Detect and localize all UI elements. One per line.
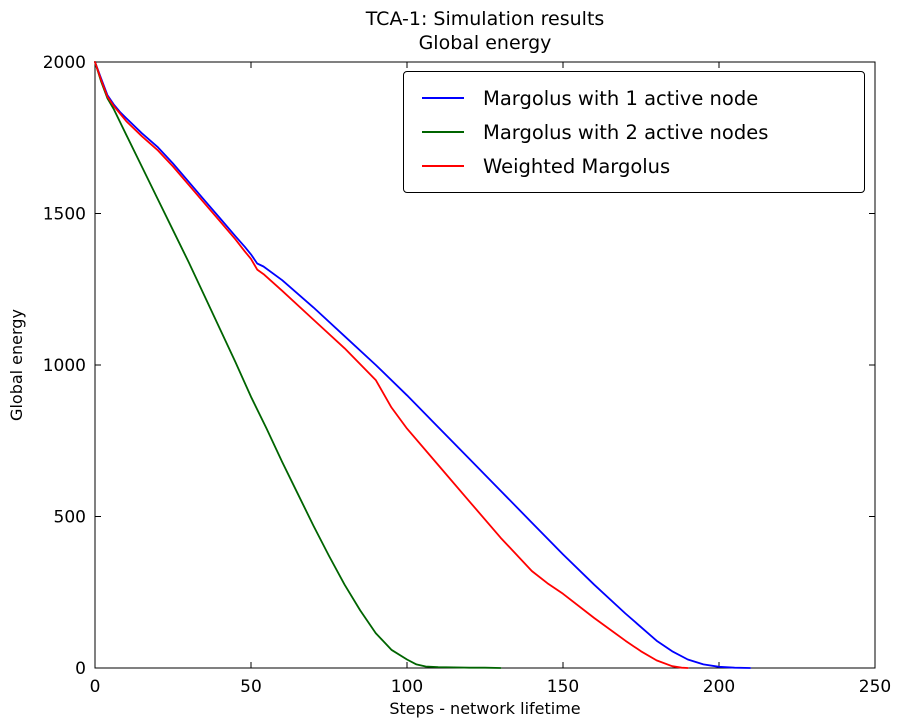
y-tick-label: 2000: [43, 53, 86, 73]
legend-line-swatch-blue: [422, 97, 464, 99]
x-tick-label: 100: [391, 677, 423, 697]
y-tick-label: 500: [54, 508, 86, 528]
x-tick-label: 200: [703, 677, 735, 697]
y-tick-label: 1000: [43, 356, 86, 376]
y-tick-label: 1500: [43, 205, 86, 225]
axis-ticks: 0 50 100 150 200 250 0 500 1000 1500 2000: [43, 53, 891, 697]
legend-label: Weighted Margolus: [483, 154, 671, 178]
x-tick-label: 50: [240, 677, 262, 697]
legend-line-swatch-red: [422, 165, 464, 167]
x-tick-label: 150: [547, 677, 579, 697]
chart-title: TCA-1: Simulation results: [365, 8, 605, 30]
legend-item: Margolus with 2 active nodes: [404, 115, 864, 149]
legend-label: Margolus with 1 active node: [483, 86, 759, 110]
y-tick-label: 0: [75, 659, 86, 679]
series-line-0: [94, 61, 752, 669]
series-lines: [94, 61, 752, 669]
legend-line-swatch-green: [422, 131, 464, 133]
legend-label: Margolus with 2 active nodes: [483, 120, 769, 144]
x-tick-label: 250: [859, 677, 891, 697]
x-tick-label: 0: [90, 677, 101, 697]
x-axis-label: Steps - network lifetime: [389, 699, 580, 718]
legend-item: Weighted Margolus: [404, 149, 864, 183]
series-line-1: [94, 61, 502, 669]
legend: Margolus with 1 active node Margolus wit…: [403, 71, 865, 193]
y-axis-label: Global energy: [7, 309, 26, 421]
legend-item: Margolus with 1 active node: [404, 81, 864, 115]
chart-subtitle: Global energy: [419, 32, 552, 54]
series-line-2: [94, 61, 689, 669]
